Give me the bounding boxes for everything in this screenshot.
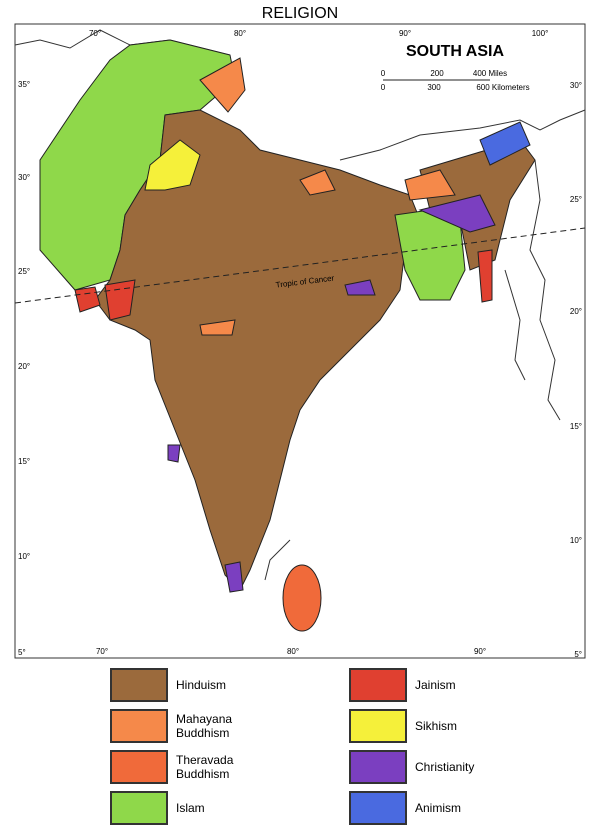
religion-region xyxy=(144,139,201,191)
tropic-line xyxy=(14,227,586,304)
map: RELIGION Tropic of Cancer SOUTH ASIA 0 20… xyxy=(14,5,586,659)
map-title: SOUTH ASIA xyxy=(406,43,505,60)
legend-item: Theravada Buddhism xyxy=(110,750,310,784)
religion-region xyxy=(104,279,136,321)
religion-region xyxy=(344,279,376,296)
legend-label: Islam xyxy=(176,801,205,815)
latitude-label: 20° xyxy=(18,362,30,371)
title: RELIGION xyxy=(262,5,338,22)
legend-item: Animism xyxy=(349,791,549,825)
longitude-label: 90° xyxy=(399,29,411,38)
legend-label: Christianity xyxy=(415,760,475,774)
longitude-label: 80° xyxy=(287,647,299,656)
latitude-label: 35° xyxy=(18,80,30,89)
religion-region xyxy=(74,286,101,313)
latitude-label: 10° xyxy=(18,552,30,561)
scale-label: 300 xyxy=(427,83,441,92)
legend-swatch xyxy=(110,791,168,825)
longitude-label: 100° xyxy=(532,29,549,38)
labels: 0 200 400 Miles 0 300 600 Kilometers 70° 80° 90°… xyxy=(18,29,582,659)
longitude-label: 70° xyxy=(96,647,108,656)
religion-region xyxy=(299,169,336,196)
religion-region xyxy=(477,249,493,303)
legend-swatch xyxy=(349,750,407,784)
latitude-label: 10° xyxy=(570,536,582,545)
latitude-label: 15° xyxy=(18,457,30,466)
legend-label: Theravada Buddhism xyxy=(176,753,234,781)
legend-item: Christianity xyxy=(349,750,549,784)
religion-region xyxy=(418,194,496,233)
legend-label: Jainism xyxy=(415,678,456,692)
regions xyxy=(39,39,536,632)
legend-item: Hinduism xyxy=(110,668,310,702)
scale-label: 200 xyxy=(430,69,444,78)
religion-region xyxy=(199,319,236,336)
legend-swatch xyxy=(110,709,168,743)
latitude-label: 15° xyxy=(570,422,582,431)
longitude-label: 70° xyxy=(89,29,101,38)
religion-region xyxy=(199,57,246,113)
legend-swatch xyxy=(110,668,168,702)
latitude-label: 20° xyxy=(570,307,582,316)
legend-label: Mahayana Buddhism xyxy=(176,712,233,740)
religion-region xyxy=(404,169,456,201)
legend-item: Mahayana Buddhism xyxy=(110,709,310,743)
legend-label: Sikhism xyxy=(415,719,458,733)
latitude-label: 25° xyxy=(18,267,30,276)
latitude-label: 30° xyxy=(18,173,30,182)
legend-label: Animism xyxy=(415,801,462,815)
legend-swatch xyxy=(110,750,168,784)
latitude-label: 5° xyxy=(18,648,26,657)
legend-swatch xyxy=(349,668,407,702)
legend-swatch xyxy=(349,791,407,825)
legend-item: Jainism xyxy=(349,668,549,702)
legend-item: Islam xyxy=(110,791,310,825)
latitude-label: 5° xyxy=(574,650,582,659)
legend-swatch xyxy=(349,709,407,743)
legend-label: Hinduism xyxy=(176,678,227,692)
longitude-label: 80° xyxy=(234,29,246,38)
scale-label: 400 Miles xyxy=(473,69,507,78)
scale-label: 0 xyxy=(381,69,386,78)
religion-region xyxy=(224,561,244,593)
religion-region xyxy=(282,564,322,632)
latitude-label: 25° xyxy=(570,195,582,204)
longitude-label: 90° xyxy=(474,647,486,656)
scale-label: 0 xyxy=(381,83,386,92)
religion-region xyxy=(479,121,531,166)
latitude-label: 30° xyxy=(570,81,582,90)
religion-region xyxy=(94,109,421,591)
frame xyxy=(14,23,586,659)
legend-item: Sikhism xyxy=(349,709,549,743)
religion-region xyxy=(167,444,181,463)
scale-label: 600 Kilometers xyxy=(476,83,529,92)
